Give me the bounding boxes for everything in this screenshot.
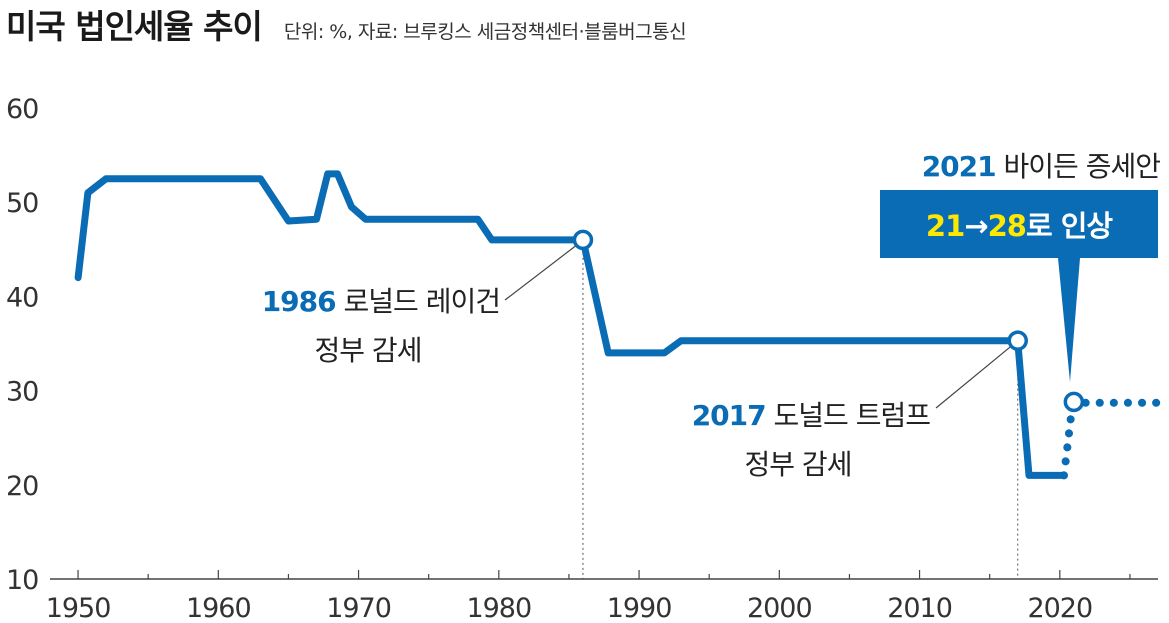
annotation-1986-line1: 1986 로널드 레이건	[262, 285, 500, 318]
chart-subtitle: 단위: %, 자료: 브루킹스 세금정책센터·블룸버그통신	[283, 21, 687, 43]
annotation-2017-text: 도널드 트럼프	[766, 399, 931, 432]
annotation-2021-line1: 2021 바이든 증세안	[922, 150, 1161, 183]
guide-lines	[582, 247, 1019, 579]
x-tick-label: 1980	[466, 593, 531, 623]
x-tick-label: 1950	[46, 593, 111, 623]
annotation-1986-text: 로널드 레이건	[336, 285, 500, 318]
y-tick-label: 40	[6, 282, 38, 313]
annotation-1986-year: 1986	[262, 285, 336, 318]
corporate-tax-rate-line	[74, 170, 1068, 479]
annotation-2021-box	[880, 190, 1158, 258]
annotation-2017-year: 2017	[692, 399, 766, 432]
y-tick-label: 50	[6, 188, 38, 219]
annotation-1986-leader	[504, 244, 578, 301]
x-tick-label: 2000	[747, 593, 812, 623]
chart-title: 미국 법인세율 추이	[6, 7, 263, 46]
annotation-2021-text: 바이든 증세안	[996, 150, 1161, 183]
axes: 1950 1960 1970 1980 1990 2000 2010 2020 10 20 30 40…	[6, 94, 1158, 623]
box-text: 로 인상	[1026, 209, 1113, 243]
annotation-2017-line1: 2017 도널드 트럼프	[692, 399, 931, 432]
annotation-2021-year: 2021	[922, 150, 996, 183]
x-tick-label: 1960	[186, 593, 251, 623]
x-tick-label: 1970	[326, 593, 391, 623]
marker-1986	[572, 229, 594, 251]
x-tick-label: 2010	[887, 593, 952, 623]
y-tick-label: 30	[6, 377, 38, 408]
marker-2021	[1063, 391, 1085, 413]
y-tick-label: 20	[6, 471, 38, 502]
markers	[572, 229, 1085, 413]
annotation-1986-line2: 정부 감세	[315, 334, 422, 367]
marker-2017	[1007, 330, 1028, 351]
annotation-2017-leader	[935, 345, 1013, 409]
x-tick-label: 2020	[1027, 593, 1092, 623]
proposed-rate-line	[1060, 398, 1162, 480]
chart-header: 미국 법인세율 추이 단위: %, 자료: 브루킹스 세금정책센터·블룸버그통신	[6, 0, 687, 56]
y-tick-label: 60	[6, 94, 38, 125]
box-arrow: →	[964, 209, 987, 243]
annotation-2021-box-text: 21→28로 인상	[926, 209, 1113, 243]
annotation-2021-pointer	[1058, 258, 1080, 382]
y-tick-label: 10	[6, 565, 38, 596]
x-tick-label: 1990	[607, 593, 672, 623]
box-old-rate: 21	[926, 209, 964, 243]
series	[74, 170, 1162, 480]
callout-pointers	[504, 244, 1013, 409]
annotation-2017-line2: 정부 감세	[745, 448, 852, 481]
box-new-rate: 28	[988, 209, 1026, 243]
